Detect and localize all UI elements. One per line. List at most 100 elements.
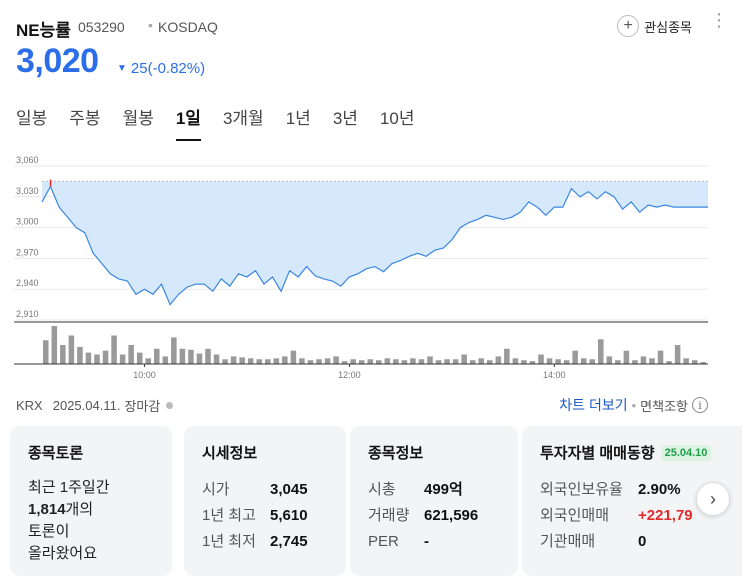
period-tabs: 일봉 주봉 월봉 1일 3개월 1년 3년 10년 [16, 104, 436, 141]
volume-bar [555, 359, 561, 364]
volume-bar [102, 350, 109, 364]
volume-bar [179, 348, 186, 364]
info-row: 거래량 621,596 [368, 503, 500, 529]
chart-more-link[interactable]: 차트 더보기 [559, 397, 628, 413]
volume-bar [538, 354, 544, 364]
volume-bar [598, 339, 604, 364]
plus-icon: + [617, 15, 640, 37]
tab-daily[interactable]: 일봉 [16, 109, 48, 128]
discussion-line: 최근 1주일간 [28, 479, 110, 496]
disclaimer-link[interactable]: 면책조항 [640, 398, 688, 414]
row-key: 시가 [202, 481, 230, 498]
discussion-card[interactable]: 종목토론 최근 1주일간 1,814개의 토론이 올라왔어요 [10, 426, 172, 576]
market-info-title: 시세정보 [202, 445, 258, 462]
next-card-button[interactable]: › [696, 482, 730, 516]
row-key: 외국인매매 [540, 507, 610, 524]
volume-bar [376, 360, 382, 364]
volume-bar [324, 358, 331, 364]
market-status: KRX 2025.04.11. 장마감 [16, 396, 174, 415]
volume-bar [615, 360, 621, 364]
volume-bar [452, 359, 459, 364]
discussion-count-line: 1,814개의 [28, 499, 154, 521]
stock-code: 053290 [78, 19, 125, 35]
volume-bar [171, 337, 177, 364]
volume-bar [435, 360, 442, 364]
volume-bar [222, 359, 228, 364]
investor-trend-card[interactable]: 투자자별 매매동향 25.04.10 외국인보유율 2.90% 외국인매매 +221… [522, 426, 742, 576]
separator-dot: • [631, 397, 637, 413]
volume-bar [307, 360, 314, 364]
x-tick-label: 12:00 [338, 370, 361, 380]
y-tick-label: 3,060 [16, 155, 39, 165]
volume-bar [640, 356, 647, 364]
y-tick-label: 3,030 [16, 186, 39, 196]
info-icon[interactable]: i [692, 397, 708, 413]
volume-bar [333, 356, 339, 364]
volume-bar [111, 335, 117, 364]
volume-bar [427, 356, 433, 364]
volume-bar [700, 362, 706, 364]
tab-1year[interactable]: 1년 [285, 109, 311, 128]
volume-bar [350, 359, 356, 364]
tab-3month[interactable]: 3개월 [222, 109, 264, 128]
y-tick-label: 3,000 [16, 217, 39, 227]
market-label: KOSDAQ [158, 19, 218, 35]
row-value: +221,79 [638, 507, 693, 524]
stock-info-card[interactable]: 종목정보 시총 499억 거래량 621,596 PER - [350, 426, 518, 576]
row-key: PER [368, 533, 399, 550]
row-value: 2,745 [270, 533, 308, 550]
volume-bar [683, 358, 689, 364]
tab-weekly[interactable]: 주봉 [69, 109, 101, 128]
volume-bar [632, 360, 638, 364]
volume-bar [68, 335, 75, 364]
volume-bar [60, 345, 66, 364]
volume-bar [478, 358, 484, 364]
volume-bar [213, 354, 220, 364]
info-row: 시총 499억 [368, 477, 500, 503]
volume-bar [606, 356, 613, 364]
row-key: 시총 [368, 481, 396, 498]
separator-dot: • [148, 17, 153, 33]
date-badge: 25.04.10 [660, 444, 712, 461]
down-arrow-icon: ▼ [117, 63, 127, 74]
info-row: 1년 최고 5,610 [202, 503, 328, 529]
more-options-icon[interactable]: ⋮ [710, 10, 728, 30]
volume-bar [299, 358, 305, 364]
stock-header: NE능률 053290 • KOSDAQ + 관심종목 ⋮ [16, 10, 728, 42]
tab-monthly[interactable]: 월봉 [122, 109, 154, 128]
tab-10year[interactable]: 10년 [379, 109, 415, 128]
row-key: 외국인보유율 [540, 481, 623, 498]
add-watchlist-label: 관심종목 [644, 19, 692, 35]
volume-bar [196, 353, 203, 364]
volume-bar [580, 358, 587, 364]
volume-bar [273, 358, 280, 364]
market-info-card[interactable]: 시세정보 시가 3,045 1년 최고 5,610 1년 최저 2,745 [184, 426, 346, 576]
row-value: 5,610 [270, 507, 308, 524]
info-row: 기관매매 0 [540, 529, 734, 555]
volume-bar [418, 359, 425, 364]
tab-1day[interactable]: 1일 [175, 104, 201, 141]
y-tick-label: 2,940 [16, 278, 39, 288]
market-closed-label: 장마감 [124, 399, 161, 414]
discussion-count: 1,814 [28, 501, 66, 518]
row-value: 0 [638, 533, 647, 550]
volume-bar [367, 359, 373, 364]
current-price: 3,020 [16, 42, 99, 80]
volume-bar [282, 356, 288, 364]
volume-bar [128, 345, 134, 364]
add-watchlist-button[interactable]: + 관심종목 [617, 14, 692, 38]
volume-bar [691, 360, 698, 364]
exchange-label: KRX [16, 398, 43, 413]
volume-bar [572, 350, 578, 364]
tab-3year[interactable]: 3년 [332, 109, 358, 128]
volume-bar [546, 358, 553, 364]
intraday-chart[interactable]: 3,060 3,030 3,000 2,970 2,940 2,910 10:00 12:00… [0, 150, 742, 390]
volume-bar [444, 359, 450, 364]
volume-bar [77, 346, 83, 364]
trade-date: 2025.04.11. [52, 398, 121, 413]
volume-bar [461, 354, 467, 364]
volume-bar [247, 358, 254, 364]
row-key: 1년 최고 [202, 507, 256, 524]
info-row: 시가 3,045 [202, 477, 328, 503]
row-key: 1년 최저 [202, 533, 256, 550]
